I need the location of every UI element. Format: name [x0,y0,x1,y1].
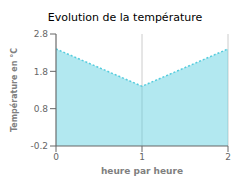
svg-text:0.8: 0.8 [34,104,49,114]
svg-text:Température en °C: Température en °C [9,48,19,132]
svg-text:1.8: 1.8 [34,67,49,77]
svg-text:2: 2 [225,152,231,162]
svg-text:1: 1 [139,152,145,162]
html-text:Evolution de la température: Evolution de la température [47,11,203,24]
svg-text:0: 0 [53,152,59,162]
svg-text:-0.2: -0.2 [30,141,48,151]
svg-text:heure par heure: heure par heure [101,166,183,176]
svg-text:2.8: 2.8 [34,29,49,39]
